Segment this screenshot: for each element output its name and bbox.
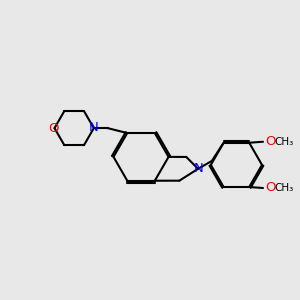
Text: N: N <box>89 121 99 134</box>
Text: CH₃: CH₃ <box>275 183 294 193</box>
Text: CH₃: CH₃ <box>275 137 294 147</box>
Text: O: O <box>265 135 275 148</box>
Text: N: N <box>194 162 204 175</box>
Text: O: O <box>265 182 275 194</box>
Text: O: O <box>48 122 59 135</box>
